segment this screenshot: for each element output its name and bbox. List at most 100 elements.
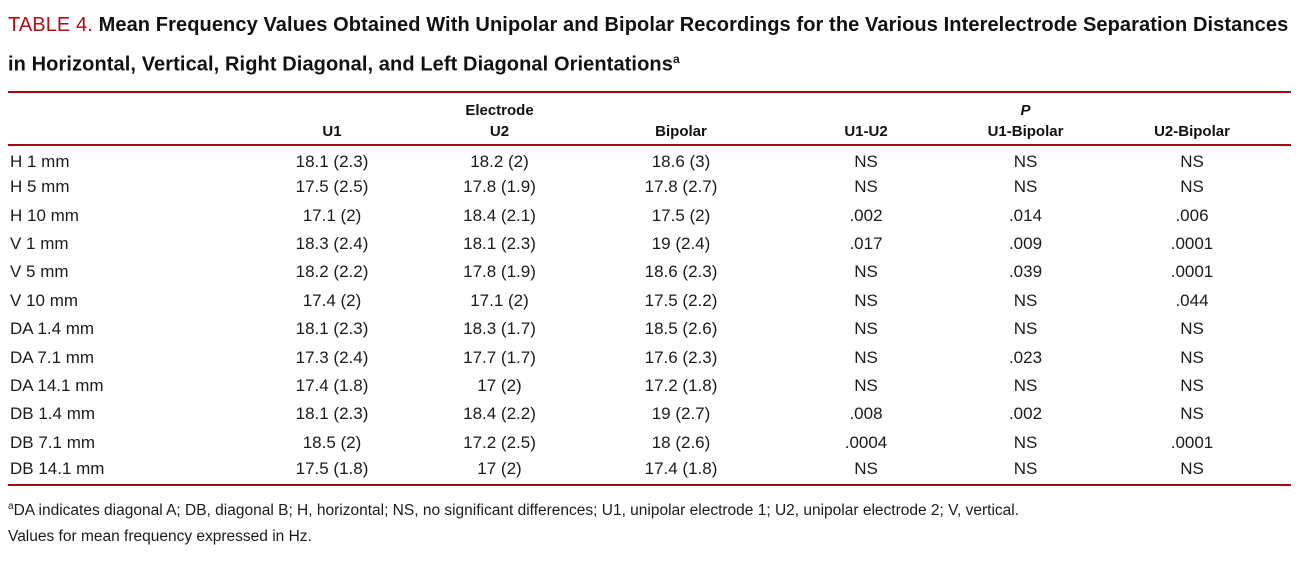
cell-p-u2-bipolar: NS — [1180, 458, 1204, 478]
cell-bipolar: 18.5 (2.6) — [644, 319, 718, 339]
row-label: DB 1.4 mm — [10, 404, 96, 424]
cell-u1: 17.1 (2) — [302, 205, 362, 225]
cell-u2: 18.3 (1.7) — [463, 319, 536, 339]
cell-p-u1-bipolar: .039 — [1008, 262, 1043, 282]
column-header-bipolar: Bipolar — [655, 122, 707, 140]
row-label: H 1 mm — [10, 152, 70, 172]
data-table: Electrode P U1 U2 Bipolar U1-U2 U1-Bipol… — [8, 90, 1291, 487]
cell-u2: 18.1 (2.3) — [463, 234, 536, 254]
column-header-u2-bipolar: U2-Bipolar — [1154, 122, 1230, 140]
cell-p-u2-bipolar: NS — [1180, 347, 1204, 367]
table-title-superscript: a — [672, 52, 680, 66]
cell-u1: 18.1 (2.3) — [295, 319, 369, 339]
cell-bipolar: 19 (2.7) — [651, 404, 711, 424]
table-number-label: TABLE 4. — [8, 14, 93, 36]
column-header-u1-u2: U1-U2 — [844, 122, 888, 140]
cell-p-u2-bipolar: .044 — [1175, 290, 1209, 310]
cell-u2: 17 (2) — [477, 375, 522, 395]
cell-p-u1-bipolar: .002 — [1008, 404, 1043, 424]
cell-bipolar: 17.4 (1.8) — [644, 458, 718, 478]
cell-p-u1-bipolar: NS — [1013, 458, 1038, 478]
cell-p-u1-bipolar: NS — [1013, 432, 1038, 452]
row-label: H 10 mm — [10, 205, 79, 225]
cell-p-u2-bipolar: NS — [1180, 319, 1204, 339]
cell-u2: 17.8 (1.9) — [463, 262, 536, 282]
cell-u1: 18.2 (2.2) — [295, 262, 369, 282]
cell-bipolar: 17.5 (2) — [651, 205, 711, 225]
cell-bipolar: 18.6 (2.3) — [644, 262, 718, 282]
row-label: DA 7.1 mm — [10, 347, 95, 367]
cell-p-u1-u2: NS — [854, 375, 878, 395]
footnote-line-1: aDA indicates diagonal A; DB, diagonal B… — [8, 494, 1291, 523]
cell-p-u1-u2: NS — [854, 152, 878, 172]
row-label: DB 14.1 mm — [10, 458, 105, 478]
row-label: DB 7.1 mm — [10, 432, 96, 452]
cell-u1: 17.5 (1.8) — [295, 458, 369, 478]
row-label: DA 14.1 mm — [10, 375, 104, 395]
cell-bipolar: 17.2 (1.8) — [644, 375, 718, 395]
cell-p-u1-u2: NS — [854, 458, 878, 478]
cell-p-u1-u2: .0004 — [844, 432, 888, 452]
cell-p-u2-bipolar: .006 — [1175, 205, 1209, 225]
column-header-u1-bipolar: U1-Bipolar — [987, 122, 1064, 140]
cell-p-u1-bipolar: NS — [1013, 152, 1038, 172]
cell-u2: 17 (2) — [477, 458, 522, 478]
cell-p-u2-bipolar: NS — [1180, 177, 1204, 197]
row-label: V 10 mm — [10, 290, 79, 310]
p-group-header: P — [1020, 101, 1031, 119]
row-label: H 5 mm — [10, 177, 70, 197]
table-row: DB 7.1 mm 18.5 (2) 17.2 (2.5) 18 (2.6) .… — [8, 429, 1291, 457]
table-caption: TABLE 4. Mean Frequency Values Obtained … — [8, 8, 1291, 82]
table-row: DA 1.4 mm 18.1 (2.3) 18.3 (1.7) 18.5 (2.… — [8, 315, 1291, 343]
row-label: V 5 mm — [10, 262, 69, 282]
cell-p-u1-u2: .008 — [849, 404, 883, 424]
cell-u1: 17.3 (2.4) — [295, 347, 369, 367]
cell-u2: 17.2 (2.5) — [463, 432, 536, 452]
cell-p-u1-bipolar: NS — [1013, 290, 1038, 310]
table-row: V 10 mm 17.4 (2) 17.1 (2) 17.5 (2.2) NS … — [8, 287, 1291, 315]
cell-bipolar: 17.6 (2.3) — [644, 347, 718, 367]
table-body: H 1 mm 18.1 (2.3) 18.2 (2) 18.6 (3) NS N… — [8, 145, 1291, 486]
cell-p-u1-u2: .002 — [849, 205, 883, 225]
footnote-abbreviations: DA indicates diagonal A; DB, diagonal B;… — [13, 502, 1020, 520]
cell-u1: 18.1 (2.3) — [295, 404, 369, 424]
cell-p-u1-u2: .017 — [849, 234, 883, 254]
cell-p-u2-bipolar: NS — [1180, 152, 1204, 172]
table-row: DB 1.4 mm 18.1 (2.3) 18.4 (2.2) 19 (2.7)… — [8, 400, 1291, 428]
cell-p-u1-u2: NS — [854, 177, 878, 197]
table-title: Mean Frequency Values Obtained With Unip… — [8, 14, 1289, 76]
cell-u2: 17.7 (1.7) — [463, 347, 536, 367]
header-group-row: Electrode P — [8, 92, 1291, 119]
cell-u1: 18.1 (2.3) — [295, 152, 369, 172]
cell-bipolar: 18 (2.6) — [651, 432, 711, 452]
cell-u1: 17.5 (2.5) — [295, 177, 369, 197]
cell-bipolar: 17.5 (2.2) — [644, 290, 718, 310]
table-row: DA 7.1 mm 17.3 (2.4) 17.7 (1.7) 17.6 (2.… — [8, 343, 1291, 371]
cell-p-u1-u2: NS — [854, 347, 878, 367]
cell-p-u1-u2: NS — [854, 262, 878, 282]
header-sub-row: U1 U2 Bipolar U1-U2 U1-Bipolar U2-Bipola… — [8, 119, 1291, 145]
cell-p-u2-bipolar: .0001 — [1170, 432, 1214, 452]
column-header-u1: U1 — [322, 122, 342, 140]
cell-p-u1-u2: NS — [854, 290, 878, 310]
table-row: DB 14.1 mm 17.5 (1.8) 17 (2) 17.4 (1.8) … — [8, 457, 1291, 485]
footnote-line-2: Values for mean frequency expressed in H… — [8, 527, 312, 545]
cell-u2: 18.4 (2.1) — [463, 205, 536, 225]
cell-u2: 17.8 (1.9) — [463, 177, 536, 197]
cell-p-u2-bipolar: .0001 — [1170, 234, 1214, 254]
cell-u2: 18.4 (2.2) — [463, 404, 536, 424]
table-row: V 5 mm 18.2 (2.2) 17.8 (1.9) 18.6 (2.3) … — [8, 258, 1291, 286]
cell-p-u1-u2: NS — [854, 319, 878, 339]
cell-bipolar: 19 (2.4) — [651, 234, 711, 254]
row-label: DA 1.4 mm — [10, 319, 95, 339]
cell-u2: 17.1 (2) — [470, 290, 529, 310]
cell-p-u2-bipolar: NS — [1180, 375, 1204, 395]
cell-p-u2-bipolar: .0001 — [1170, 262, 1214, 282]
table-row: H 1 mm 18.1 (2.3) 18.2 (2) 18.6 (3) NS N… — [8, 145, 1291, 173]
table-header: Electrode P U1 U2 Bipolar U1-U2 U1-Bipol… — [8, 92, 1291, 145]
electrode-group-header: Electrode — [465, 101, 534, 119]
cell-p-u2-bipolar: NS — [1180, 404, 1204, 424]
cell-p-u1-bipolar: NS — [1013, 375, 1038, 395]
cell-bipolar: 17.8 (2.7) — [644, 177, 718, 197]
